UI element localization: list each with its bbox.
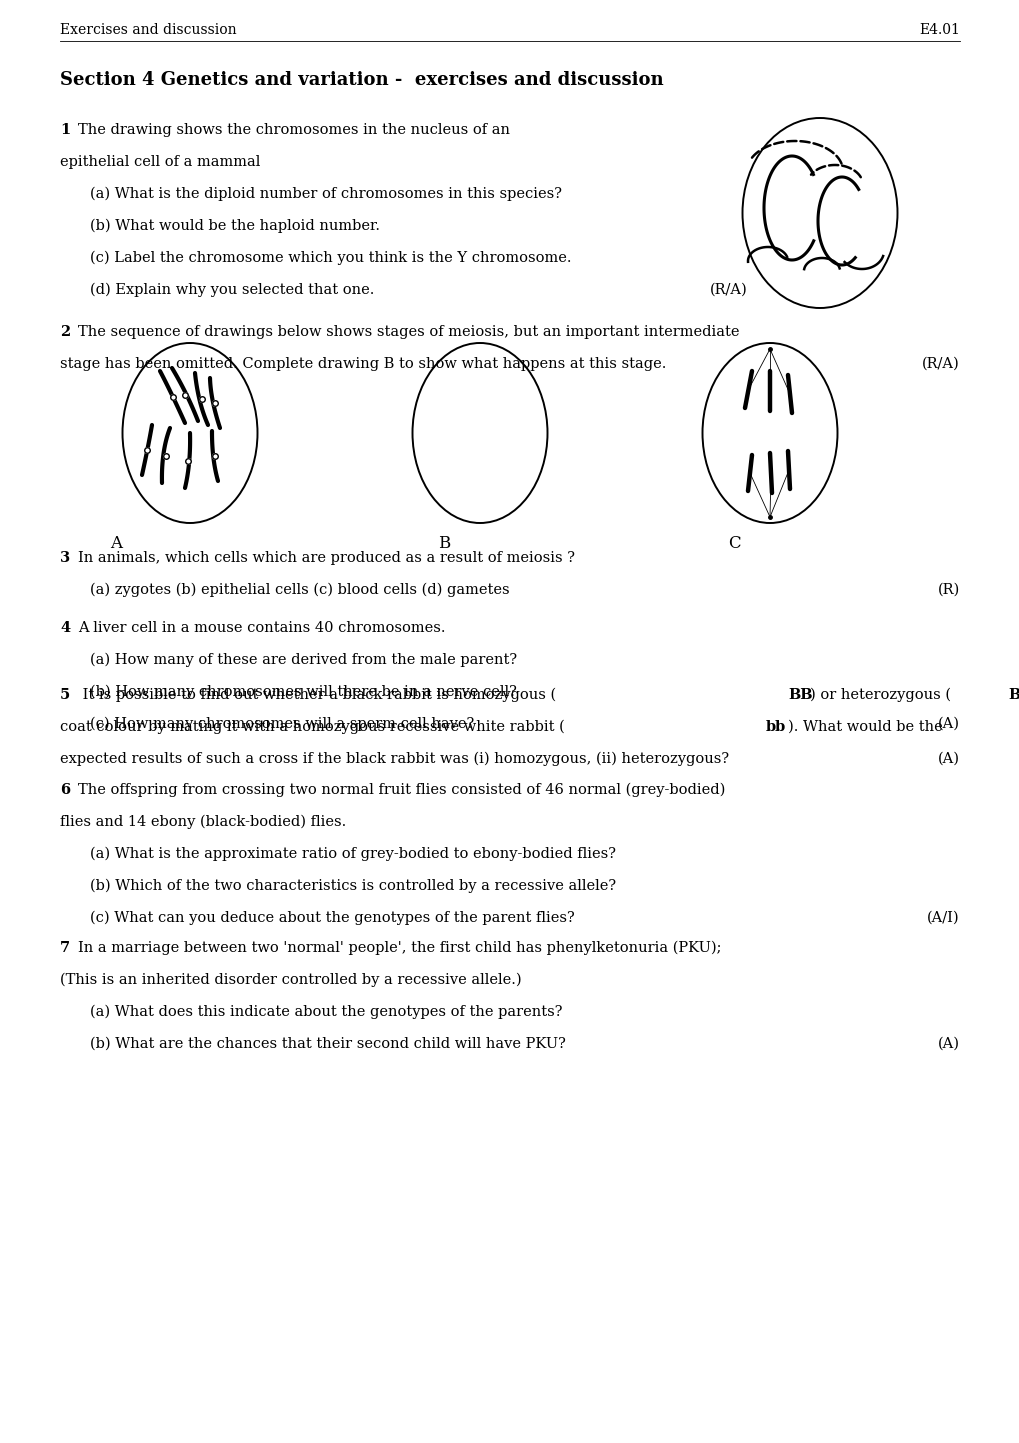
Text: (c) What can you deduce about the genotypes of the parent flies?: (c) What can you deduce about the genoty… (90, 911, 574, 925)
Text: (R/A): (R/A) (709, 283, 747, 297)
Text: A: A (110, 535, 122, 553)
Text: Bb: Bb (1007, 688, 1019, 701)
Text: 4: 4 (60, 620, 70, 635)
Text: stage has been omitted. Complete drawing B to show what happens at this stage.: stage has been omitted. Complete drawing… (60, 356, 665, 371)
Text: (A/I): (A/I) (926, 911, 959, 925)
Text: B: B (437, 535, 449, 553)
Text: bb: bb (765, 720, 786, 734)
Text: In animals, which cells which are produced as a result of meiosis ?: In animals, which cells which are produc… (77, 551, 575, 566)
Text: The sequence of drawings below shows stages of meiosis, but an important interme: The sequence of drawings below shows sta… (77, 325, 739, 339)
Text: (c) How many chromosomes will a sperm cell have?: (c) How many chromosomes will a sperm ce… (90, 717, 474, 732)
Text: (a) What is the approximate ratio of grey-bodied to ebony-bodied flies?: (a) What is the approximate ratio of gre… (90, 847, 615, 861)
Text: (b) What would be the haploid number.: (b) What would be the haploid number. (90, 219, 380, 234)
Text: expected results of such a cross if the black rabbit was (i) homozygous, (ii) he: expected results of such a cross if the … (60, 752, 729, 766)
Text: (a) What does this indicate about the genotypes of the parents?: (a) What does this indicate about the ge… (90, 1004, 561, 1019)
Text: BB: BB (788, 688, 812, 701)
Text: 1: 1 (60, 123, 70, 137)
Text: (A): (A) (937, 717, 959, 732)
Text: (A): (A) (937, 1038, 959, 1051)
Text: (R/A): (R/A) (921, 356, 959, 371)
Text: epithelial cell of a mammal: epithelial cell of a mammal (60, 154, 260, 169)
Text: The drawing shows the chromosomes in the nucleus of an: The drawing shows the chromosomes in the… (77, 123, 510, 137)
Text: Exercises and discussion: Exercises and discussion (60, 23, 236, 38)
Text: (a) zygotes (b) epithelial cells (c) blood cells (d) gametes: (a) zygotes (b) epithelial cells (c) blo… (90, 583, 510, 597)
Text: A liver cell in a mouse contains 40 chromosomes.: A liver cell in a mouse contains 40 chro… (77, 620, 445, 635)
Text: (b) What are the chances that their second child will have PKU?: (b) What are the chances that their seco… (90, 1038, 566, 1051)
Text: In a marriage between two 'normal' people', the first child has phenylketonuria : In a marriage between two 'normal' peopl… (77, 941, 720, 955)
Text: 6: 6 (60, 784, 70, 797)
Text: flies and 14 ebony (black-bodied) flies.: flies and 14 ebony (black-bodied) flies. (60, 815, 345, 830)
Text: (b) Which of the two characteristics is controlled by a recessive allele?: (b) Which of the two characteristics is … (90, 879, 615, 893)
Text: C: C (728, 535, 740, 553)
Text: ) or heterozygous (: ) or heterozygous ( (809, 688, 950, 703)
Text: (c) Label the chromosome which you think is the Y chromosome.: (c) Label the chromosome which you think… (90, 251, 571, 266)
Text: (a) How many of these are derived from the male parent?: (a) How many of these are derived from t… (90, 654, 517, 668)
Text: 5: 5 (60, 688, 70, 701)
Text: (This is an inherited disorder controlled by a recessive allele.): (This is an inherited disorder controlle… (60, 973, 521, 987)
Text: (a) What is the diploid number of chromosomes in this species?: (a) What is the diploid number of chromo… (90, 188, 561, 202)
Text: (A): (A) (937, 752, 959, 766)
Text: (b) How many chromosomes will there be in a nerve cell?: (b) How many chromosomes will there be i… (90, 685, 517, 700)
Text: (d) Explain why you selected that one.: (d) Explain why you selected that one. (90, 283, 374, 297)
Text: (R): (R) (936, 583, 959, 597)
Text: ). What would be the: ). What would be the (788, 720, 942, 734)
Text: 2: 2 (60, 325, 70, 339)
Text: Section 4 Genetics and variation -  exercises and discussion: Section 4 Genetics and variation - exerc… (60, 71, 663, 89)
Text: The offspring from crossing two normal fruit flies consisted of 46 normal (grey-: The offspring from crossing two normal f… (77, 784, 725, 798)
Text: It is possible to find out whether a black rabbit is homozygous (: It is possible to find out whether a bla… (77, 688, 555, 703)
Text: coat colour by mating it with a homozygous recessive white rabbit (: coat colour by mating it with a homozygo… (60, 720, 565, 734)
Text: 3: 3 (60, 551, 70, 566)
Text: E4.01: E4.01 (918, 23, 959, 38)
Text: 7: 7 (60, 941, 70, 955)
